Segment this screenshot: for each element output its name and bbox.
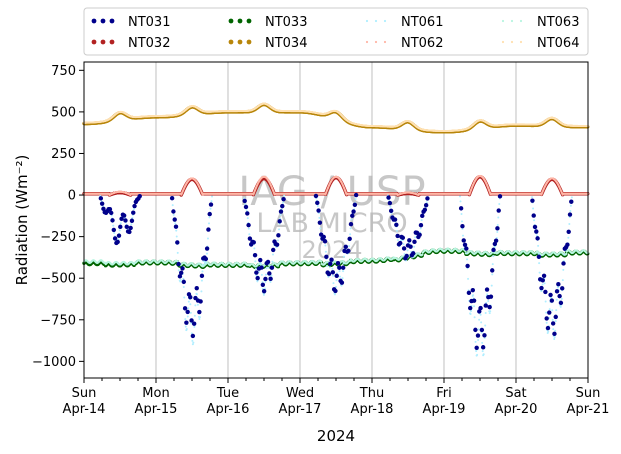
data-point <box>421 253 424 256</box>
series-layer <box>82 102 590 357</box>
data-point <box>320 260 323 263</box>
series-NT034 <box>82 102 590 134</box>
watermark-line: IAG / USP <box>238 169 425 215</box>
data-point <box>565 252 568 255</box>
grid <box>155 62 517 378</box>
data-point <box>277 264 280 267</box>
